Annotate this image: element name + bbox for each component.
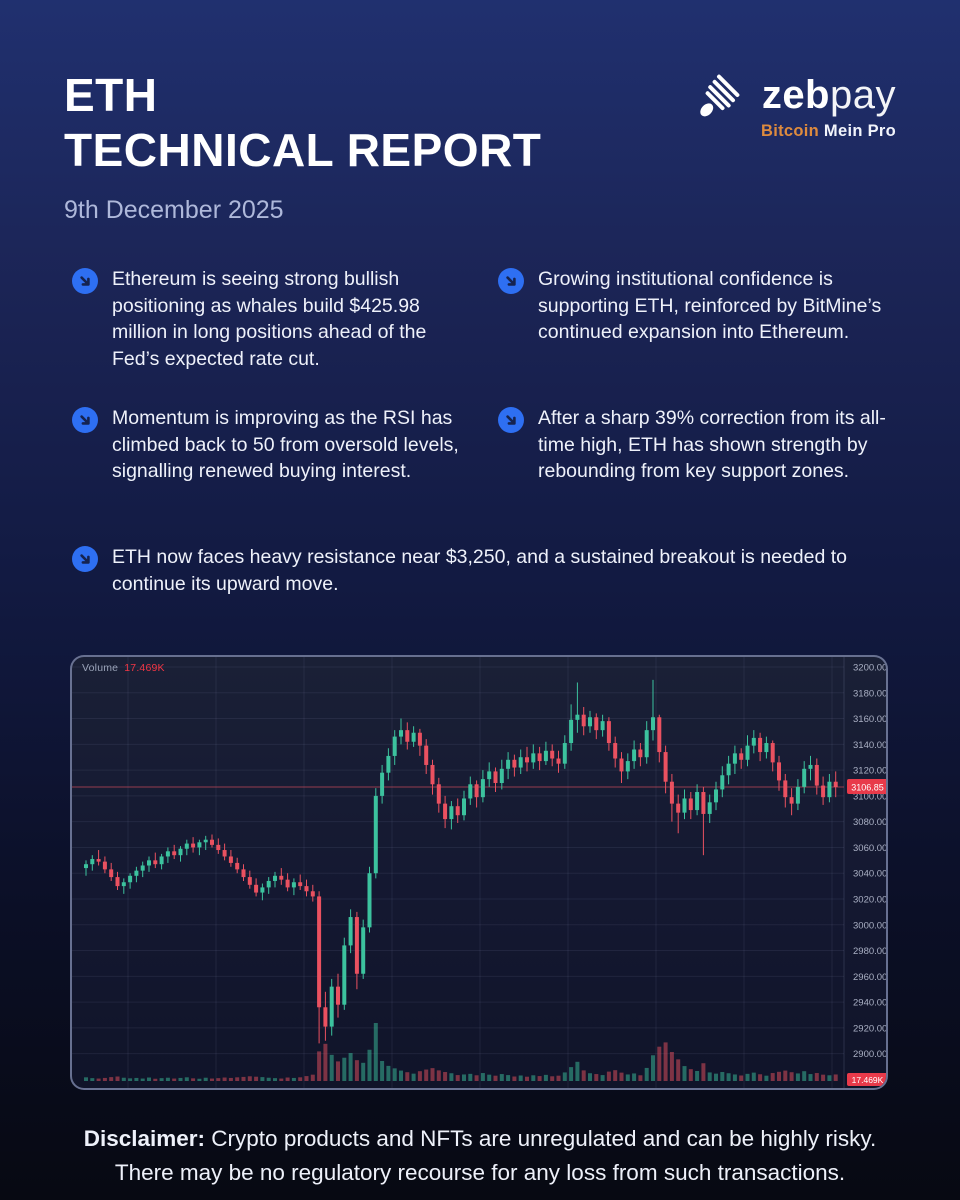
arrow-down-right-icon [498, 407, 524, 433]
zebpay-wordmark: zebpay [761, 72, 896, 117]
svg-text:3040.00: 3040.00 [853, 869, 886, 880]
svg-text:17.469K: 17.469K [852, 1075, 884, 1085]
bullet-text: Growing institutional confidence is supp… [538, 268, 882, 344]
report-date: 9th December 2025 [64, 196, 284, 225]
zebpay-tagline: Bitcoin Mein Pro [761, 122, 896, 140]
svg-text:3060.00: 3060.00 [853, 843, 886, 854]
volume-value: 17.469K [124, 662, 165, 674]
svg-text:3106.85: 3106.85 [851, 783, 884, 793]
svg-text:3120.00: 3120.00 [853, 766, 886, 777]
svg-text:2900.00: 2900.00 [853, 1049, 886, 1060]
svg-text:2920.00: 2920.00 [853, 1023, 886, 1034]
bullet-text: After a sharp 39% correction from its al… [538, 407, 886, 483]
bullet-text: Ethereum is seeing strong bullish positi… [112, 268, 427, 370]
svg-text:2960.00: 2960.00 [853, 972, 886, 983]
bullet-text: Momentum is improving as the RSI has cli… [112, 407, 459, 483]
zebpay-shuttle-icon [700, 74, 740, 117]
svg-text:3020.00: 3020.00 [853, 895, 886, 906]
bullet-resistance-3250: ETH now faces heavy resistance near $3,2… [72, 544, 884, 597]
arrow-down-right-icon [72, 407, 98, 433]
svg-text:2980.00: 2980.00 [853, 946, 886, 957]
svg-text:3100.00: 3100.00 [853, 791, 886, 802]
svg-text:3180.00: 3180.00 [853, 688, 886, 699]
svg-text:3080.00: 3080.00 [853, 817, 886, 828]
volume-legend: Volume 17.469K [82, 662, 165, 674]
disclaimer-text: Crypto products and NFTs are unregulated… [114, 1126, 877, 1185]
volume-label: Volume [82, 662, 119, 674]
bullet-whale-positions: Ethereum is seeing strong bullish positi… [72, 266, 464, 372]
svg-text:3000.00: 3000.00 [853, 920, 886, 931]
chart-canvas: 3200.00 3180.00 3160.00 3140.00 3120.00 3100.… [72, 657, 886, 1088]
svg-text:3140.00: 3140.00 [853, 740, 886, 751]
title-line-1: ETH [64, 69, 158, 121]
bullet-correction-rebound: After a sharp 39% correction from its al… [498, 405, 898, 485]
bullet-rsi-momentum: Momentum is improving as the RSI has cli… [72, 405, 464, 485]
bullet-text: ETH now faces heavy resistance near $3,2… [112, 546, 847, 595]
arrow-down-right-icon [72, 268, 98, 294]
svg-text:3200.00: 3200.00 [853, 663, 886, 674]
arrow-down-right-icon [72, 546, 98, 572]
page-title: ETH TECHNICAL REPORT 9th December 2025 [64, 68, 541, 225]
bullet-institutional-confidence: Growing institutional confidence is supp… [498, 266, 898, 346]
disclaimer-label: Disclaimer: [83, 1126, 206, 1151]
svg-text:2940.00: 2940.00 [853, 998, 886, 1009]
arrow-down-right-icon [498, 268, 524, 294]
title-line-2: TECHNICAL REPORT [64, 124, 542, 177]
zebpay-logo: zebpay Bitcoin Mein Pro [698, 70, 896, 141]
disclaimer: Disclaimer: Crypto products and NFTs are… [0, 1122, 960, 1190]
svg-text:3160.00: 3160.00 [853, 714, 886, 725]
candlestick-chart: 3200.00 3180.00 3160.00 3140.00 3120.00 3100.… [70, 655, 888, 1090]
